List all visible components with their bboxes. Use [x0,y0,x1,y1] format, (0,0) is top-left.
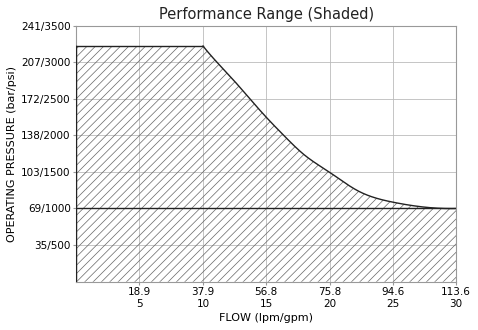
Y-axis label: OPERATING PRESSURE (bar/psi): OPERATING PRESSURE (bar/psi) [7,66,17,242]
Title: Performance Range (Shaded): Performance Range (Shaded) [159,7,374,22]
X-axis label: FLOW (lpm/gpm): FLOW (lpm/gpm) [219,313,313,323]
